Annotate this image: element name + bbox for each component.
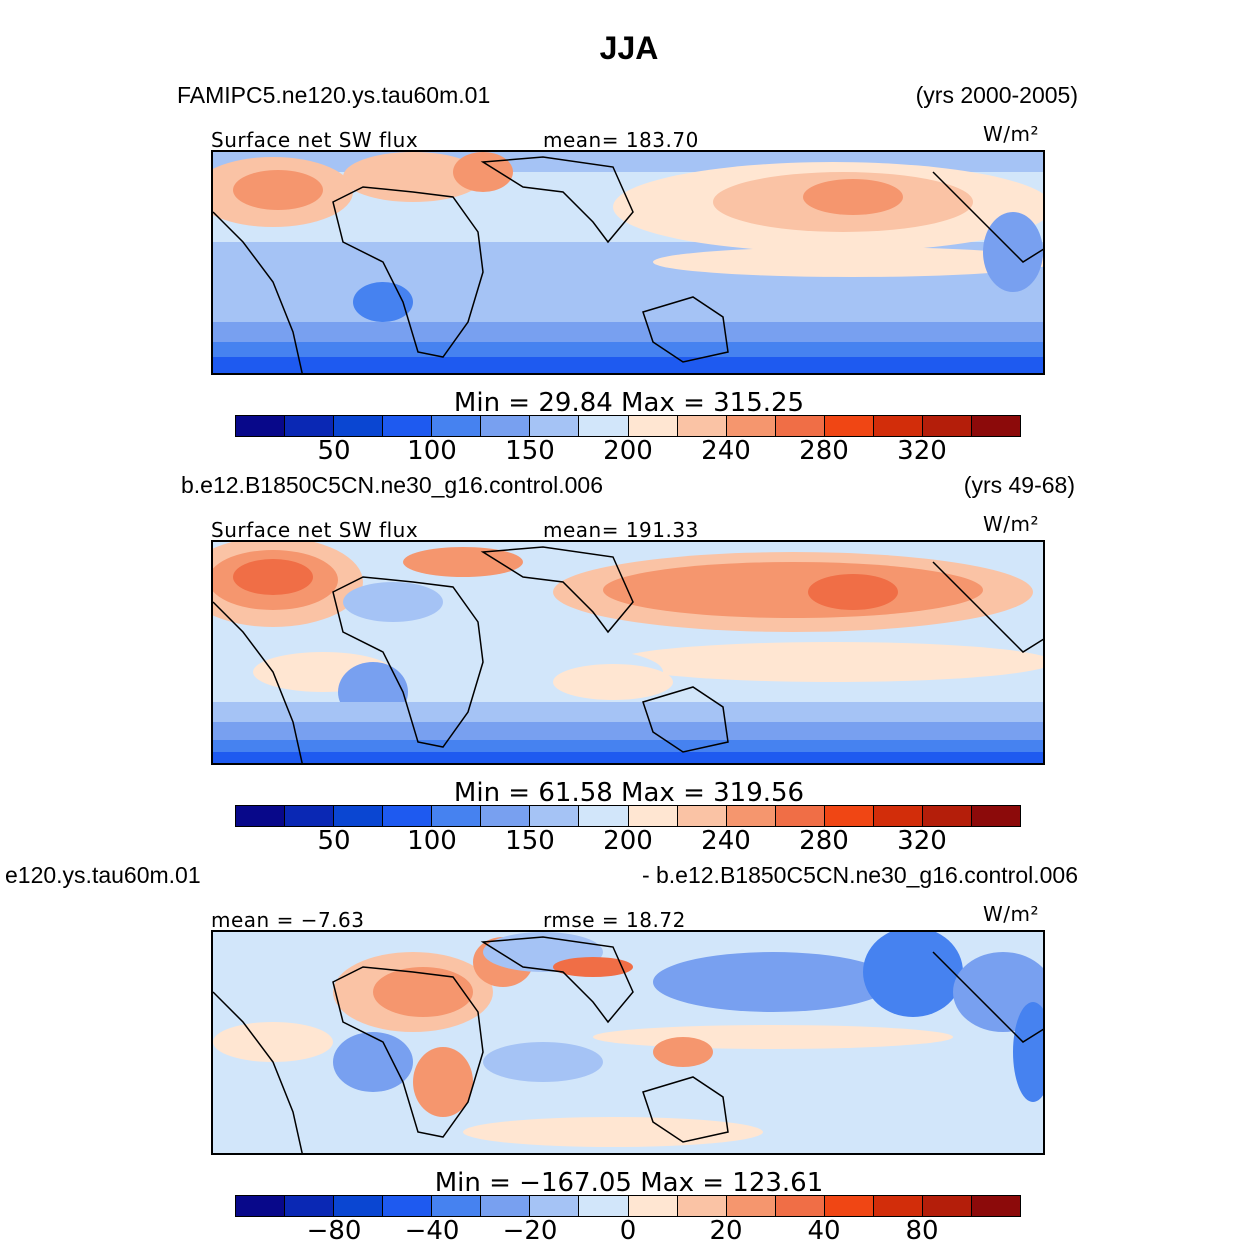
- colorbar-bin: [481, 1196, 531, 1216]
- colorbar-bin: [824, 1196, 874, 1216]
- panel2-mean-label: mean= 191.33: [543, 518, 699, 542]
- panel3-tick-label: −40: [404, 1216, 460, 1246]
- panel2-tick-label: 150: [505, 826, 555, 856]
- colorbar-bin: [334, 806, 384, 826]
- colorbar-bin: [236, 1196, 286, 1216]
- panel2-tick-label: 320: [897, 826, 947, 856]
- panel1-case-name: FAMIPC5.ne120.ys.tau60m.01: [177, 82, 491, 108]
- colorbar-bin: [726, 806, 776, 826]
- panel1-tick-label: 100: [407, 436, 457, 466]
- colorbar-bin: [775, 806, 825, 826]
- colorbar-bin: [530, 416, 580, 436]
- colorbar-bin: [285, 1196, 335, 1216]
- panel3-tick-label: 0: [619, 1216, 637, 1246]
- colorbar-bin: [922, 416, 972, 436]
- panel3-case-name: e120.ys.tau60m.01: [5, 862, 201, 888]
- panel2-minmax: Min = 61.58 Max = 319.56: [453, 778, 805, 808]
- colorbar-bin: [824, 806, 874, 826]
- panel3-tick-label: −80: [306, 1216, 362, 1246]
- panel3-rmse-label: rmse = 18.72: [543, 908, 686, 932]
- panel3-map: [211, 930, 1045, 1155]
- panel3-units: W/m²: [983, 902, 1040, 926]
- colorbar-bin: [530, 806, 580, 826]
- colorbar-bin: [677, 1196, 727, 1216]
- colorbar-bin: [971, 806, 1020, 826]
- panel2-tick-label: 280: [799, 826, 849, 856]
- colorbar-bin: [334, 1196, 384, 1216]
- colorbar-bin: [873, 1196, 923, 1216]
- colorbar-bin: [285, 416, 335, 436]
- panel1-tick-label: 50: [317, 436, 351, 466]
- panel3-minmax: Min = −167.05 Max = 123.61: [434, 1168, 824, 1198]
- colorbar-bin: [579, 806, 629, 826]
- panel3-tick-label: 40: [807, 1216, 841, 1246]
- colorbar-bin: [971, 416, 1020, 436]
- colorbar-bin: [922, 1196, 972, 1216]
- panel1-variable-label: Surface net SW flux: [211, 128, 419, 152]
- panel3-tick-label: 80: [905, 1216, 939, 1246]
- panel2-map: [211, 540, 1045, 765]
- panel1-minmax: Min = 29.84 Max = 315.25: [453, 388, 805, 418]
- panel3-tick-label: 20: [709, 1216, 743, 1246]
- panel1-tick-label: 320: [897, 436, 947, 466]
- colorbar-bin: [726, 416, 776, 436]
- panel2-tick-label: 100: [407, 826, 457, 856]
- panel1-tick-label: 150: [505, 436, 555, 466]
- panel2-tick-label: 50: [317, 826, 351, 856]
- colorbar-bin: [481, 806, 531, 826]
- colorbar-bin: [677, 416, 727, 436]
- panel2-units: W/m²: [983, 512, 1040, 536]
- colorbar-bin: [775, 1196, 825, 1216]
- panel1-tick-label: 240: [701, 436, 751, 466]
- colorbar-bin: [432, 416, 482, 436]
- colorbar-bin: [971, 1196, 1020, 1216]
- panel1-units: W/m²: [983, 122, 1040, 146]
- panel1-map: [211, 150, 1045, 375]
- panel2-tick-label: 200: [603, 826, 653, 856]
- panel2-colorbar: [235, 805, 1021, 827]
- panel1-tick-label: 200: [603, 436, 653, 466]
- panel3-colorbar: [235, 1195, 1021, 1217]
- colorbar-bin: [775, 416, 825, 436]
- colorbar-bin: [824, 416, 874, 436]
- colorbar-bin: [481, 416, 531, 436]
- colorbar-bin: [530, 1196, 580, 1216]
- colorbar-bin: [383, 416, 433, 436]
- colorbar-bin: [285, 806, 335, 826]
- colorbar-bin: [334, 416, 384, 436]
- panel2-case-name: b.e12.B1850C5CN.ne30_g16.control.006: [181, 472, 603, 498]
- colorbar-bin: [628, 1196, 678, 1216]
- colorbar-bin: [873, 806, 923, 826]
- colorbar-bin: [873, 416, 923, 436]
- figure-title: JJA: [599, 30, 659, 66]
- colorbar-bin: [628, 416, 678, 436]
- panel1-colorbar: [235, 415, 1021, 437]
- colorbar-bin: [579, 1196, 629, 1216]
- panel2-variable-label: Surface net SW flux: [211, 518, 419, 542]
- colorbar-bin: [579, 416, 629, 436]
- colorbar-bin: [628, 806, 678, 826]
- colorbar-bin: [726, 1196, 776, 1216]
- colorbar-bin: [432, 806, 482, 826]
- panel2-tick-label: 240: [701, 826, 751, 856]
- colorbar-bin: [383, 1196, 433, 1216]
- panel3-diff-case: - b.e12.B1850C5CN.ne30_g16.control.006: [641, 862, 1078, 888]
- colorbar-bin: [236, 806, 286, 826]
- colorbar-bin: [236, 416, 286, 436]
- panel3-tick-label: −20: [502, 1216, 558, 1246]
- panel1-years: (yrs 2000-2005): [915, 82, 1078, 108]
- colorbar-bin: [432, 1196, 482, 1216]
- panel3-mean-label: mean = −7.63: [211, 908, 365, 932]
- colorbar-bin: [383, 806, 433, 826]
- colorbar-bin: [677, 806, 727, 826]
- panel1-mean-label: mean= 183.70: [543, 128, 699, 152]
- panel1-tick-label: 280: [799, 436, 849, 466]
- colorbar-bin: [922, 806, 972, 826]
- panel2-years: (yrs 49-68): [963, 472, 1075, 498]
